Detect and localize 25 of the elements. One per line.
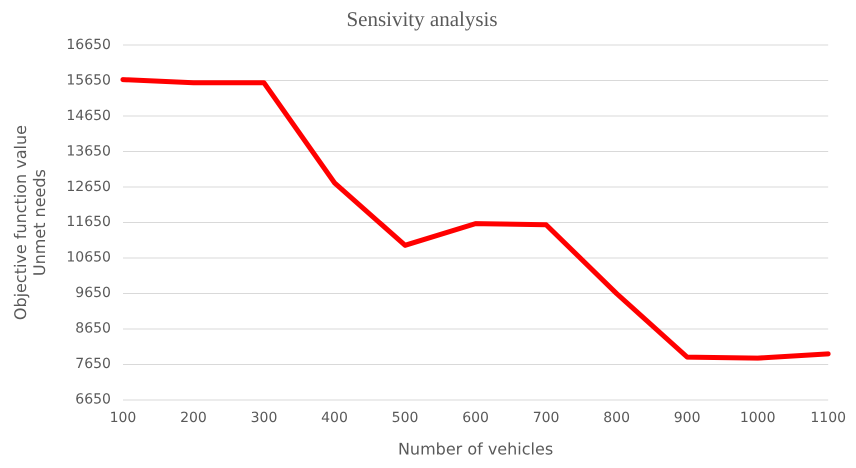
x-tick-label: 700	[532, 410, 560, 426]
x-tick-label: 1000	[740, 410, 776, 426]
x-tick-label: 500	[392, 410, 418, 426]
x-tick-label: 100	[110, 410, 136, 426]
x-tick-label: 600	[462, 410, 489, 426]
y-tick-label: 12650	[66, 178, 111, 195]
y-tick-label: 7650	[75, 356, 111, 372]
chart-title: Sensivity analysis	[346, 7, 498, 32]
y-axis-title: Objective function value Unmet needs	[10, 125, 49, 320]
x-tick-label: 400	[321, 410, 348, 426]
y-tick-label: 6650	[75, 392, 111, 408]
y-tick-label: 14650	[66, 108, 111, 124]
y-tick-label: 8650	[75, 320, 111, 337]
y-tick-label: 16650	[66, 36, 111, 53]
x-tick-label: 300	[250, 410, 278, 426]
x-axis-title: Number of vehicles	[398, 440, 554, 459]
x-tick-label: 800	[603, 410, 630, 426]
x-tick-label: 200	[180, 410, 207, 426]
y-tick-label: 10650	[66, 250, 111, 266]
y-tick-label: 15650	[66, 72, 111, 88]
y-tick-label: 11650	[66, 214, 111, 230]
y-tick-label: 9650	[75, 285, 111, 302]
x-tick-label: 1100	[810, 410, 846, 426]
x-tick-label: 900	[674, 410, 701, 426]
y-tick-label: 13650	[66, 143, 111, 160]
